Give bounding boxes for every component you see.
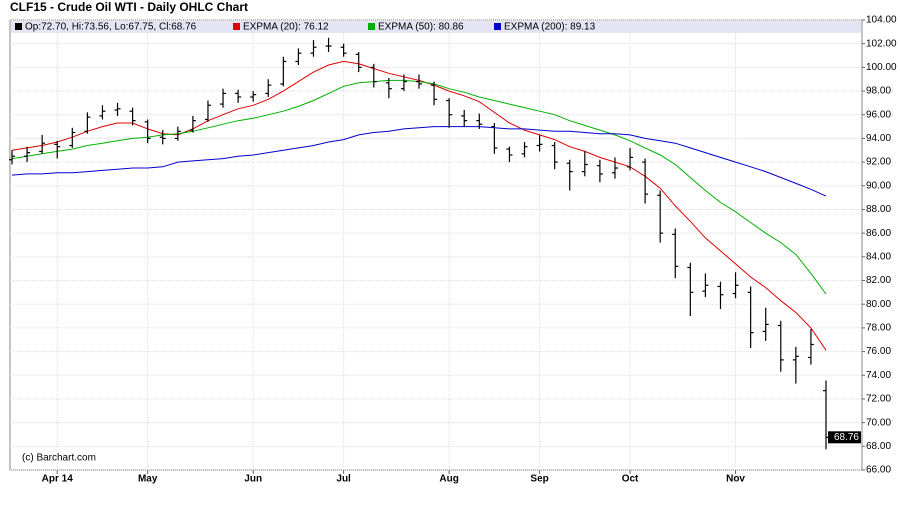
legend-swatch (494, 23, 501, 30)
legend-label: EXPMA (20): 76.12 (243, 22, 329, 33)
x-tick-label: Apr 14 (42, 474, 74, 485)
y-tick-label: 90.00 (866, 180, 891, 191)
y-tick-label: 66.00 (866, 465, 891, 476)
chart-title: CLF15 - Crude Oil WTI - Daily OHLC Chart (10, 0, 248, 14)
legend-label: EXPMA (50): 80.86 (378, 22, 464, 33)
legend-swatch (233, 23, 240, 30)
y-tick-label: 74.00 (866, 370, 891, 381)
last-price-box (828, 431, 861, 444)
legend-swatch (15, 23, 22, 30)
x-tick-label: Aug (439, 474, 458, 485)
credit: (c) Barchart.com (22, 453, 96, 464)
legend-label: EXPMA (200): 89.13 (504, 22, 596, 33)
y-tick-label: 96.00 (866, 109, 891, 120)
last-price-label: 68.76 (834, 432, 859, 443)
y-tick-label: 88.00 (866, 204, 891, 215)
y-tick-label: 72.00 (866, 394, 891, 405)
x-tick-label: Jul (336, 474, 351, 485)
y-tick-label: 82.00 (866, 275, 891, 286)
y-tick-label: 70.00 (866, 417, 891, 428)
y-tick-label: 92.00 (866, 157, 891, 168)
y-tick-label: 84.00 (866, 251, 891, 262)
x-tick-label: Jun (244, 474, 262, 485)
legend-label: Op:72.70, Hi:73.56, Lo:67.75, Cl:68.76 (25, 22, 197, 33)
legend-band (11, 21, 861, 33)
y-tick-label: 78.00 (866, 323, 891, 334)
ema-line (11, 126, 827, 197)
y-tick-label: 94.00 (866, 133, 891, 144)
x-tick-label: Oct (622, 474, 639, 485)
y-tick-label: 86.00 (866, 228, 891, 239)
y-tick-label: 104.00 (866, 15, 897, 26)
y-tick-label: 98.00 (866, 86, 891, 97)
y-tick-label: 100.00 (866, 62, 897, 73)
plot-frame (9, 19, 863, 471)
x-tick-label: Nov (726, 474, 745, 485)
y-tick-label: 102.00 (866, 38, 897, 49)
y-tick-label: 76.00 (866, 346, 891, 357)
legend-swatch (368, 23, 375, 30)
x-tick-label: May (138, 474, 158, 485)
y-tick-label: 80.00 (866, 299, 891, 310)
y-tick-label: 68.00 (866, 441, 891, 452)
x-tick-label: Sep (530, 474, 548, 485)
